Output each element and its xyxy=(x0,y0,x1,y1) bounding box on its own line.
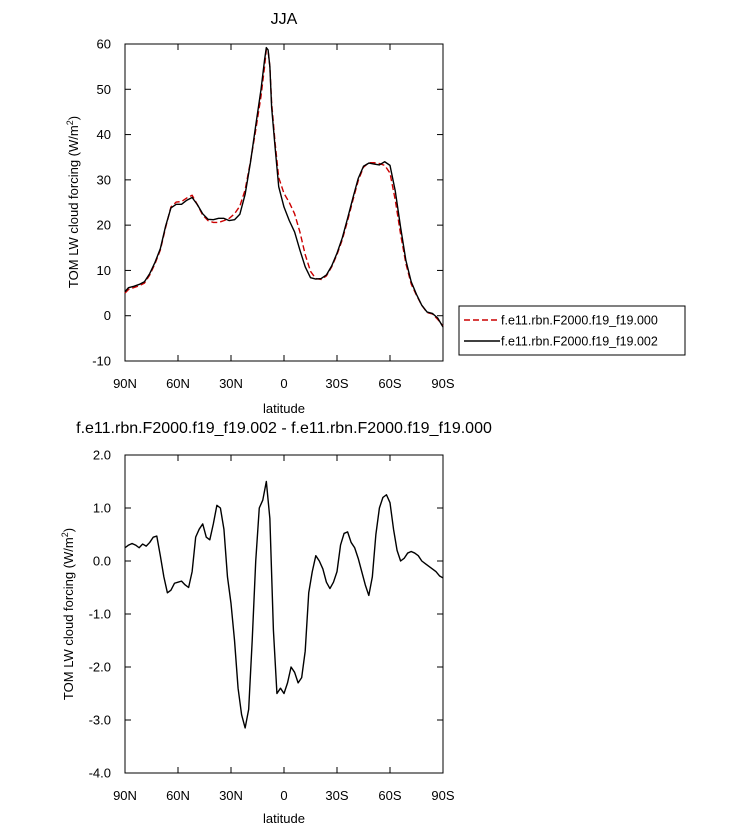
bottom-y-axis: -4.0 -3.0 -2.0 -1.0 0.0 1.0 2.0 xyxy=(89,448,443,781)
bottom-x-tick-label: 30S xyxy=(325,788,348,803)
top-y-tick-label: -10 xyxy=(92,354,111,369)
bottom-x-tick-label: 90N xyxy=(113,788,137,803)
top-y-label-sup: 2 xyxy=(65,120,75,125)
top-title: JJA xyxy=(271,11,298,28)
bottom-title: f.e11.rbn.F2000.f19_f19.002 - f.e11.rbn.… xyxy=(76,420,492,437)
top-y-label: TOM LW cloud forcing (W/m2) xyxy=(65,116,81,288)
bottom-x-tick-label: 60S xyxy=(378,788,401,803)
bottom-panel: f.e11.rbn.F2000.f19_f19.002 - f.e11.rbn.… xyxy=(60,420,492,826)
top-x-tick-label: 0 xyxy=(280,376,287,391)
bottom-x-tick-label: 0 xyxy=(280,788,287,803)
bottom-series-line-0 xyxy=(124,480,444,729)
top-y-label-main: TOM LW cloud forcing (W/m xyxy=(66,125,81,288)
top-x-label: latitude xyxy=(263,401,305,416)
top-x-tick-label: 60S xyxy=(378,376,401,391)
top-y-tick-label: 10 xyxy=(97,263,111,278)
top-y-tick-label: 0 xyxy=(104,308,111,323)
legend-label-series-002: f.e11.rbn.F2000.f19_f19.002 xyxy=(501,335,658,349)
bottom-y-label-close: ) xyxy=(61,528,76,532)
bottom-y-tick-label: 1.0 xyxy=(93,501,111,516)
bottom-series-lines xyxy=(124,480,444,729)
top-x-tick-label: 30N xyxy=(219,376,243,391)
bottom-y-tick-label: -2.0 xyxy=(89,660,111,675)
top-series-line-1 xyxy=(124,46,444,328)
top-y-axis: -10 0 10 20 30 40 50 60 xyxy=(92,37,443,369)
bottom-x-label: latitude xyxy=(263,811,305,826)
bottom-y-label: TOM LW cloud forcing (W/m2) xyxy=(60,528,76,700)
top-panel: JJA -10 0 10 20 30 40 50 60 90N 60N 30N 0 30S 60S 90S… xyxy=(65,11,686,416)
top-x-axis: 90N 60N 30N 0 30S 60S 90S xyxy=(113,44,455,391)
bottom-x-tick-label: 30N xyxy=(219,788,243,803)
top-y-label-close: ) xyxy=(66,116,81,120)
bottom-y-label-main: TOM LW cloud forcing (W/m xyxy=(61,537,76,700)
bottom-y-tick-label: -4.0 xyxy=(89,766,111,781)
legend-box xyxy=(458,305,686,356)
legend: f.e11.rbn.F2000.f19_f19.000 f.e11.rbn.F2… xyxy=(458,305,686,356)
bottom-x-axis: 90N 60N 30N 0 30S 60S 90S xyxy=(113,455,455,803)
top-x-tick-label: 90S xyxy=(431,376,454,391)
top-y-tick-label: 30 xyxy=(97,172,111,187)
bottom-y-tick-label: 0.0 xyxy=(93,554,111,569)
legend-label-series-000: f.e11.rbn.F2000.f19_f19.000 xyxy=(501,314,658,328)
top-x-tick-label: 60N xyxy=(166,376,190,391)
bottom-plot-frame xyxy=(124,454,444,774)
top-x-tick-label: 90N xyxy=(113,376,137,391)
top-x-tick-label: 30S xyxy=(325,376,348,391)
bottom-y-tick-label: -3.0 xyxy=(89,713,111,728)
bottom-y-tick-label: 2.0 xyxy=(93,448,111,463)
bottom-y-tick-label: -1.0 xyxy=(89,607,111,622)
top-y-tick-label: 40 xyxy=(97,127,111,142)
bottom-x-tick-label: 60N xyxy=(166,788,190,803)
top-y-tick-label: 60 xyxy=(97,37,111,52)
top-y-tick-label: 50 xyxy=(97,82,111,97)
bottom-y-label-sup: 2 xyxy=(60,532,70,537)
top-series-lines xyxy=(124,46,444,328)
bottom-x-tick-label: 90S xyxy=(431,788,454,803)
top-y-tick-label: 20 xyxy=(97,218,111,233)
